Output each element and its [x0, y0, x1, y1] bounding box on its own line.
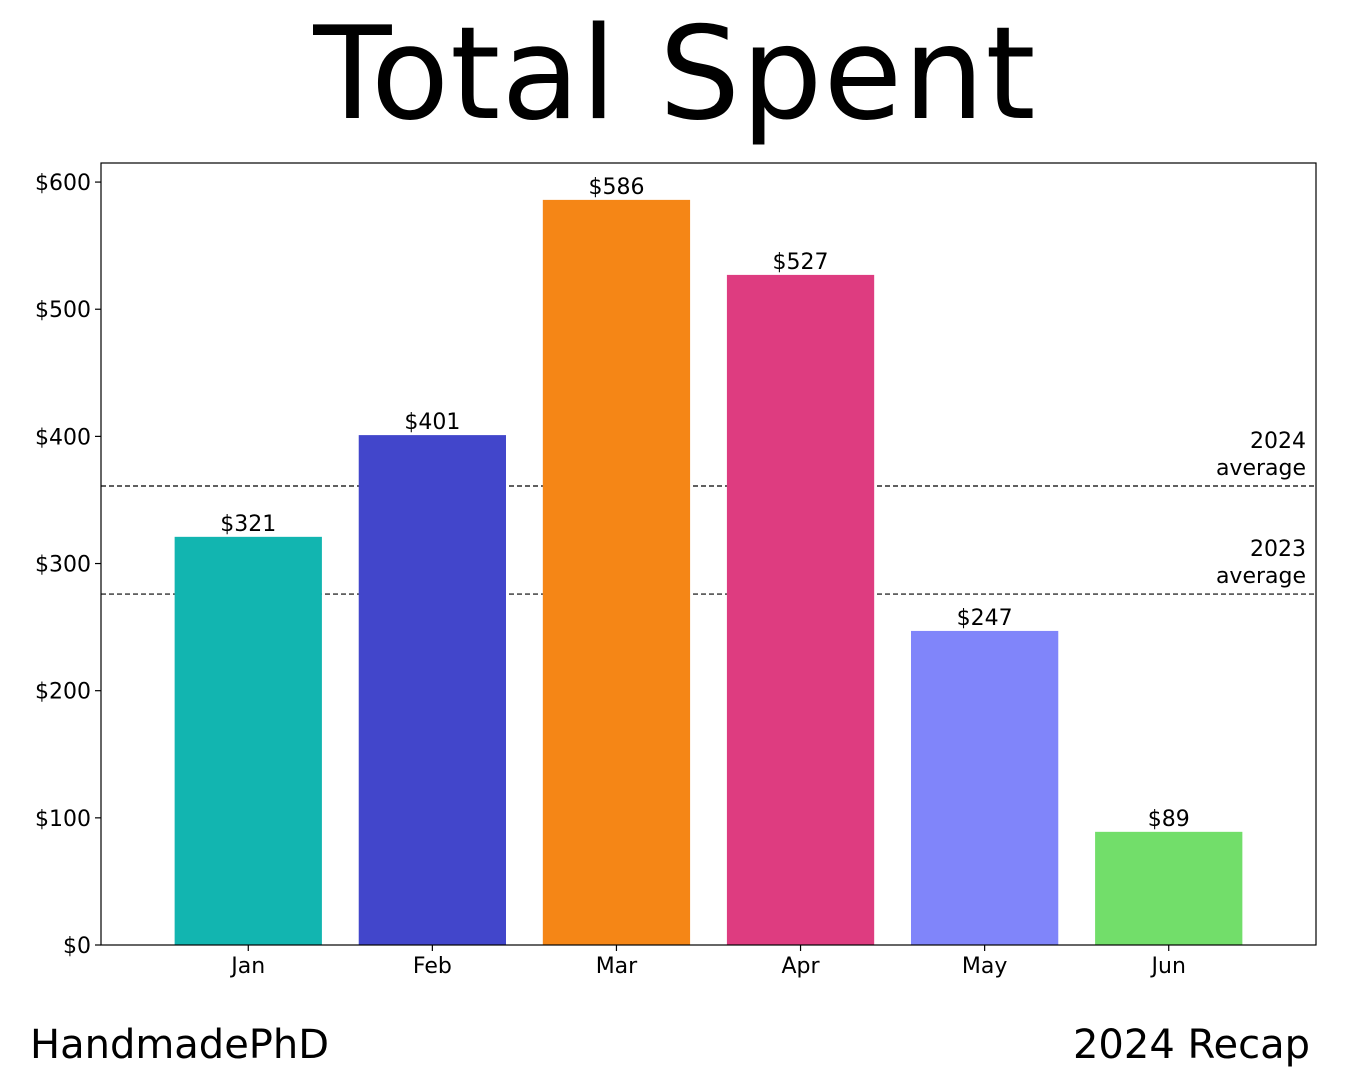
bar-value-label: $247	[957, 606, 1013, 631]
footer-brand: HandmadePhD	[30, 1022, 330, 1068]
footer-recap-label: 2024 Recap	[1072, 1022, 1310, 1068]
y-tick-label: $200	[35, 680, 91, 705]
bar-value-label: $401	[404, 410, 460, 435]
reference-line-label: 2023	[1250, 537, 1306, 562]
reference-line-label: 2024	[1250, 429, 1306, 454]
x-tick-label: May	[962, 954, 1007, 979]
bar	[1095, 831, 1243, 945]
bar-value-label: $586	[588, 175, 644, 200]
reference-line-label: average	[1216, 456, 1306, 481]
x-axis: Jan Feb Mar Apr May Jun	[229, 945, 1186, 979]
bar-value-label: $89	[1148, 807, 1190, 832]
plot-frame	[100, 162, 1317, 946]
x-tick-label: Jan	[229, 954, 265, 979]
bar	[542, 199, 691, 945]
reference-line-label: average	[1216, 564, 1306, 589]
bar-value-label: $527	[773, 250, 829, 275]
bar-value-labels: $321 $401 $586 $527 $247 $89	[220, 175, 1189, 832]
bar	[911, 630, 1059, 945]
x-tick-label: Feb	[413, 954, 452, 979]
x-tick-label: Apr	[782, 954, 821, 979]
bar	[358, 435, 506, 945]
x-tick-label: Mar	[596, 954, 638, 979]
y-tick-label: $0	[63, 934, 91, 959]
y-axis: $0 $100 $200 $300 $400 $500 $600	[35, 171, 101, 959]
bars	[174, 199, 1243, 945]
y-tick-label: $100	[35, 807, 91, 832]
x-tick-label: Jun	[1150, 954, 1186, 979]
y-tick-label: $600	[35, 171, 91, 196]
chart-title: Total Spent	[313, 0, 1037, 149]
bar	[174, 536, 322, 945]
bar	[726, 274, 875, 945]
bar-value-label: $321	[220, 512, 276, 537]
y-tick-label: $500	[35, 298, 91, 323]
y-tick-label: $300	[35, 553, 91, 578]
y-tick-label: $400	[35, 425, 91, 450]
